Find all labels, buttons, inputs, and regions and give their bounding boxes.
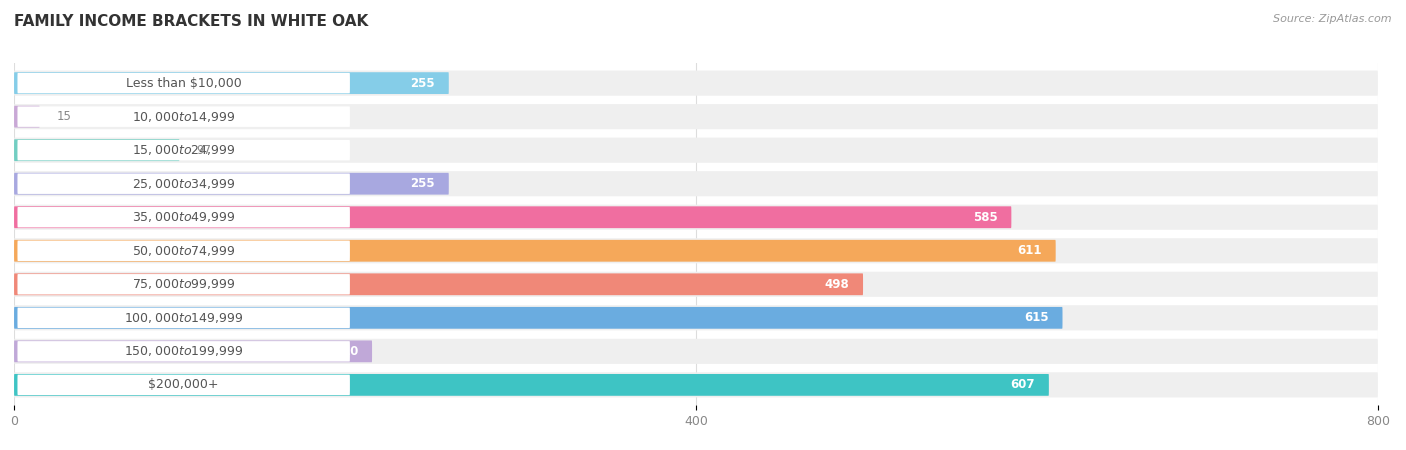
FancyBboxPatch shape xyxy=(14,171,1378,196)
FancyBboxPatch shape xyxy=(14,140,180,161)
FancyBboxPatch shape xyxy=(14,238,1378,263)
FancyBboxPatch shape xyxy=(14,72,449,94)
FancyBboxPatch shape xyxy=(14,207,1011,228)
Text: $50,000 to $74,999: $50,000 to $74,999 xyxy=(132,244,235,258)
FancyBboxPatch shape xyxy=(17,106,350,127)
Text: 210: 210 xyxy=(335,345,359,358)
FancyBboxPatch shape xyxy=(14,71,1378,96)
FancyBboxPatch shape xyxy=(14,272,1378,297)
Text: Less than $10,000: Less than $10,000 xyxy=(125,76,242,90)
FancyBboxPatch shape xyxy=(14,307,1063,328)
Text: $35,000 to $49,999: $35,000 to $49,999 xyxy=(132,210,235,224)
Text: $75,000 to $99,999: $75,000 to $99,999 xyxy=(132,277,235,291)
FancyBboxPatch shape xyxy=(17,308,350,328)
FancyBboxPatch shape xyxy=(17,73,350,93)
Text: $150,000 to $199,999: $150,000 to $199,999 xyxy=(124,344,243,358)
FancyBboxPatch shape xyxy=(14,339,1378,364)
Text: $15,000 to $24,999: $15,000 to $24,999 xyxy=(132,143,235,157)
Text: $100,000 to $149,999: $100,000 to $149,999 xyxy=(124,311,243,325)
FancyBboxPatch shape xyxy=(14,372,1378,397)
Text: 498: 498 xyxy=(825,278,849,291)
Text: 585: 585 xyxy=(973,211,998,224)
Text: 615: 615 xyxy=(1024,311,1049,324)
Text: 607: 607 xyxy=(1011,378,1035,392)
FancyBboxPatch shape xyxy=(17,140,350,160)
FancyBboxPatch shape xyxy=(14,104,1378,129)
FancyBboxPatch shape xyxy=(17,274,350,294)
FancyBboxPatch shape xyxy=(17,241,350,261)
Text: 255: 255 xyxy=(411,76,434,90)
Text: 97: 97 xyxy=(197,144,211,157)
FancyBboxPatch shape xyxy=(17,375,350,395)
Text: 15: 15 xyxy=(56,110,72,123)
FancyBboxPatch shape xyxy=(14,106,39,127)
FancyBboxPatch shape xyxy=(17,174,350,194)
Text: 611: 611 xyxy=(1018,244,1042,257)
Text: 255: 255 xyxy=(411,177,434,190)
FancyBboxPatch shape xyxy=(14,138,1378,163)
FancyBboxPatch shape xyxy=(14,305,1378,330)
Text: $25,000 to $34,999: $25,000 to $34,999 xyxy=(132,177,235,191)
FancyBboxPatch shape xyxy=(17,341,350,362)
FancyBboxPatch shape xyxy=(14,341,373,362)
FancyBboxPatch shape xyxy=(14,374,1049,396)
Text: $10,000 to $14,999: $10,000 to $14,999 xyxy=(132,110,235,124)
Text: Source: ZipAtlas.com: Source: ZipAtlas.com xyxy=(1274,14,1392,23)
FancyBboxPatch shape xyxy=(14,205,1378,230)
FancyBboxPatch shape xyxy=(14,240,1056,261)
FancyBboxPatch shape xyxy=(17,207,350,227)
FancyBboxPatch shape xyxy=(14,274,863,295)
Text: FAMILY INCOME BRACKETS IN WHITE OAK: FAMILY INCOME BRACKETS IN WHITE OAK xyxy=(14,14,368,28)
FancyBboxPatch shape xyxy=(14,173,449,194)
Text: $200,000+: $200,000+ xyxy=(149,378,219,392)
